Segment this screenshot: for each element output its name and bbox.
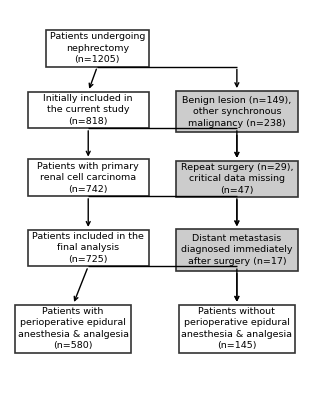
Text: Patients undergoing
nephrectomy
(n=1205): Patients undergoing nephrectomy (n=1205) (50, 32, 145, 64)
FancyBboxPatch shape (27, 92, 149, 128)
FancyBboxPatch shape (176, 229, 298, 271)
FancyBboxPatch shape (27, 160, 149, 196)
Text: Patients without
perioperative epidural
anesthesia & analgesia
(n=145): Patients without perioperative epidural … (181, 307, 292, 350)
Text: Distant metastasis
diagnosed immediately
after surgery (n=17): Distant metastasis diagnosed immediately… (181, 234, 293, 266)
FancyBboxPatch shape (27, 230, 149, 266)
Text: Benign lesion (n=149),
other synchronous
malignancy (n=238): Benign lesion (n=149), other synchronous… (182, 96, 291, 128)
Text: Patients with
perioperative epidural
anesthesia & analgesia
(n=580): Patients with perioperative epidural ane… (18, 307, 129, 350)
Text: Patients with primary
renal cell carcinoma
(n=742): Patients with primary renal cell carcino… (37, 162, 139, 194)
FancyBboxPatch shape (46, 30, 149, 66)
Text: Repeat surgery (n=29),
critical data missing
(n=47): Repeat surgery (n=29), critical data mis… (181, 163, 293, 195)
Text: Patients included in the
final analysis
(n=725): Patients included in the final analysis … (32, 232, 144, 264)
FancyBboxPatch shape (176, 161, 298, 197)
FancyBboxPatch shape (15, 305, 131, 353)
Text: Initially included in
the current study
(n=818): Initially included in the current study … (44, 94, 133, 126)
FancyBboxPatch shape (179, 305, 295, 353)
FancyBboxPatch shape (176, 91, 298, 132)
